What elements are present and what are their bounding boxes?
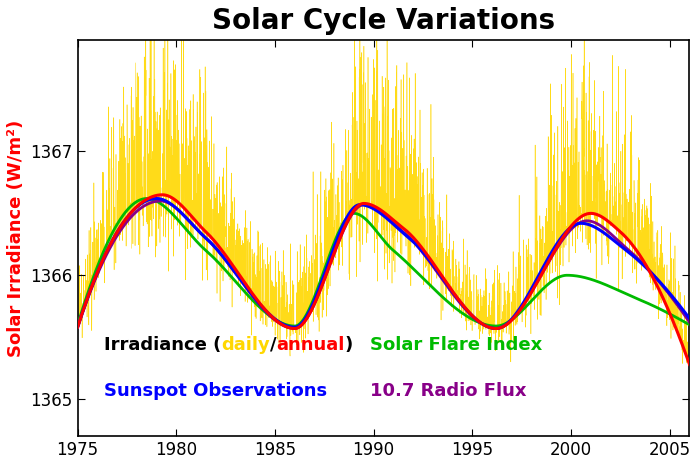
Text: Sunspot Observations: Sunspot Observations [104,383,327,400]
Text: Solar Flare Index: Solar Flare Index [370,336,542,354]
Text: daily: daily [221,336,270,354]
Text: /: / [270,336,276,354]
Title: Solar Cycle Variations: Solar Cycle Variations [212,7,555,35]
Text: 10.7 Radio Flux: 10.7 Radio Flux [370,383,526,400]
Text: Irradiance (: Irradiance ( [104,336,221,354]
Text: annual: annual [276,336,345,354]
Y-axis label: Solar Irradiance (W/m²): Solar Irradiance (W/m²) [7,119,25,357]
Text: ): ) [345,336,353,354]
